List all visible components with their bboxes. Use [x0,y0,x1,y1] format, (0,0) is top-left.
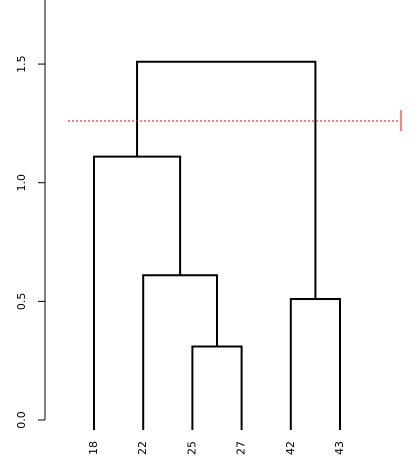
dendrogram-link [191,345,243,430]
y-tick-label: 1.5 [15,55,28,73]
y-tick-label: 1.0 [15,174,28,192]
leaf-label: 25 [185,441,198,455]
dendrogram-link [93,155,182,430]
dendrogram-link [142,274,218,430]
leaf-label: 22 [136,441,149,455]
y-tick-label: 0.5 [15,293,28,311]
leaf-label: 27 [235,441,248,455]
y-tick-label: 0.0 [15,411,28,429]
dendrogram-link [136,60,317,299]
dendrogram-link [289,297,341,430]
leaf-label: 18 [87,441,100,455]
leaf-label: 43 [333,441,346,455]
leaf-label: 42 [284,441,297,455]
